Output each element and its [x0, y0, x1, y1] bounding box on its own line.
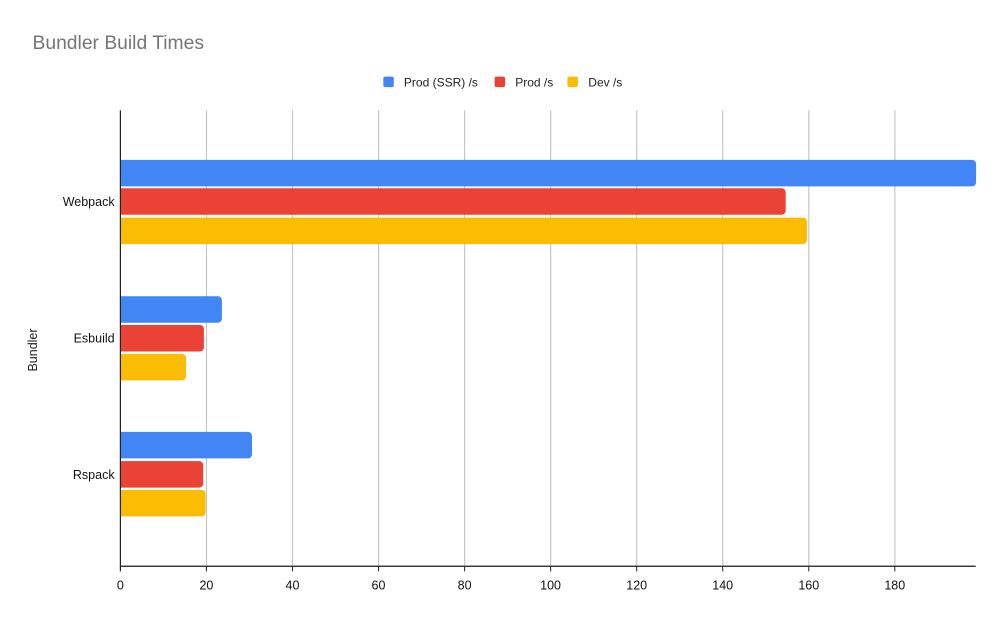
svg-text:Bundler Build Times: Bundler Build Times	[33, 33, 204, 54]
svg-text:0: 0	[117, 578, 124, 592]
svg-text:160: 160	[798, 578, 819, 592]
svg-text:80: 80	[458, 578, 472, 592]
svg-text:Webpack: Webpack	[63, 195, 116, 209]
svg-text:20: 20	[199, 578, 213, 592]
svg-text:Prod (SSR) /s: Prod (SSR) /s	[404, 75, 478, 89]
svg-text:Rspack: Rspack	[73, 468, 115, 482]
svg-text:100: 100	[540, 578, 561, 592]
svg-text:40: 40	[286, 578, 300, 592]
svg-text:60: 60	[372, 578, 386, 592]
svg-text:Prod /s: Prod /s	[515, 75, 553, 89]
svg-text:140: 140	[712, 578, 733, 592]
svg-text:Esbuild: Esbuild	[74, 332, 115, 346]
svg-text:120: 120	[626, 578, 647, 592]
svg-text:Dev /s: Dev /s	[588, 75, 622, 89]
svg-text:180: 180	[884, 578, 905, 592]
svg-text:Bundler: Bundler	[26, 328, 40, 371]
